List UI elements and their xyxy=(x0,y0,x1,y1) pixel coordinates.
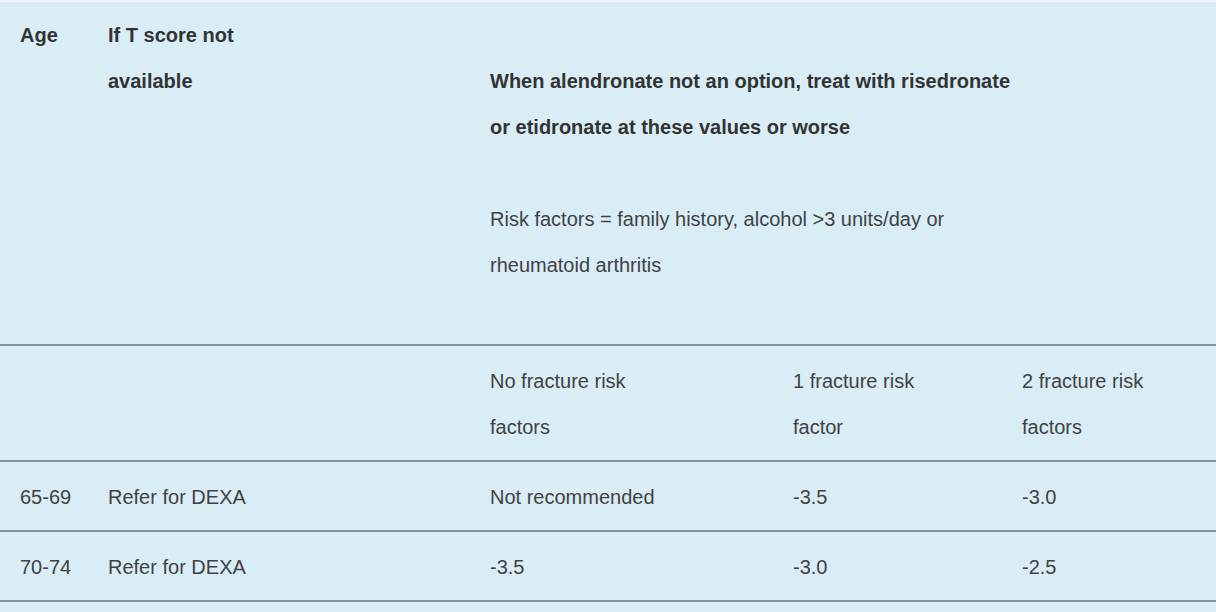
table-header-row: Age If T score not available When alendr… xyxy=(0,2,1216,345)
no-risk-value-cell: -3.0 xyxy=(470,601,773,612)
two-risk-value-cell: -2.5 xyxy=(1002,531,1216,601)
t-score-cell: Refer for DEXA xyxy=(88,531,470,601)
no-risk-subheader: No fracture risk factors xyxy=(470,345,773,461)
no-risk-value-cell: -3.5 xyxy=(470,531,773,601)
treatment-header-subtitle: Risk factors = family history, alcohol >… xyxy=(490,196,1206,288)
treatment-header-title: When alendronate not an option, treat wi… xyxy=(490,58,1206,150)
table-row-70-74: 70-74 Refer for DEXA -3.5 -3.0 -2.5 xyxy=(0,531,1216,601)
age-cell: 70-74 xyxy=(0,531,88,601)
t-score-cell: Refer for DEXA unless over 75 and 2 risk… xyxy=(88,601,470,612)
risk-factor-subheader-row: No fracture risk factors 1 fracture risk… xyxy=(0,345,1216,461)
one-risk-value-cell: -3.5 xyxy=(773,461,1002,531)
age-cell: 65-69 xyxy=(0,461,88,531)
guideline-table-page: Age If T score not available When alendr… xyxy=(0,0,1216,612)
age-cell: 75 or older xyxy=(0,601,88,612)
one-risk-value-cell: -3.0 xyxy=(773,601,1002,612)
table-row-65-69: 65-69 Refer for DEXA Not recommended -3.… xyxy=(0,461,1216,531)
two-risk-subheader: 2 fracture risk factors xyxy=(1002,345,1216,461)
age-column-header: Age xyxy=(0,2,88,345)
empty-cell xyxy=(88,345,470,461)
treatment-column-header: When alendronate not an option, treat wi… xyxy=(470,2,1216,345)
t-score-cell: Refer for DEXA xyxy=(88,461,470,531)
two-risk-value-cell: -2.5 xyxy=(1002,601,1216,612)
two-risk-value-cell: -3.0 xyxy=(1002,461,1216,531)
empty-cell xyxy=(0,345,88,461)
t-score-column-header: If T score not available xyxy=(88,2,470,345)
table-row-75-or-older: 75 or older Refer for DEXA unless over 7… xyxy=(0,601,1216,612)
one-risk-value-cell: -3.0 xyxy=(773,531,1002,601)
no-risk-value-cell: Not recommended xyxy=(470,461,773,531)
one-risk-subheader: 1 fracture risk factor xyxy=(773,345,1002,461)
dexa-treatment-table: Age If T score not available When alendr… xyxy=(0,2,1216,612)
